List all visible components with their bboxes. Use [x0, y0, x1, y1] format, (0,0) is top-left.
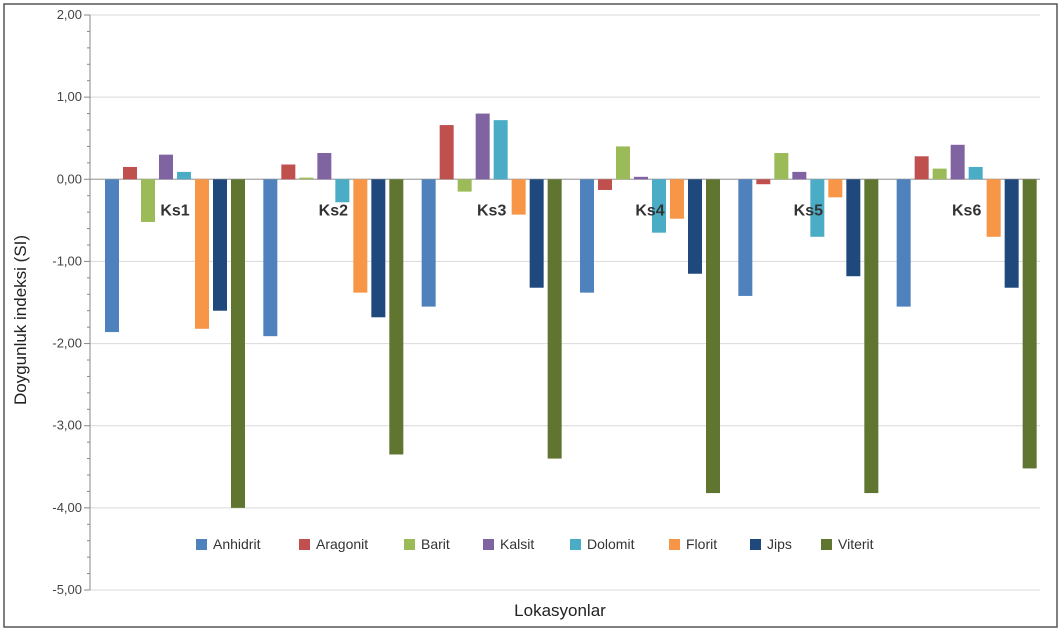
legend-label-kalsit: Kalsit [500, 536, 534, 552]
bar-aragonit-ks2 [281, 164, 296, 180]
legend: Anhidrit Aragonit Barit Kalsit Dolomit Florit… [196, 536, 874, 552]
bar-dolomit-ks5 [810, 179, 825, 237]
gridlines [90, 14, 1040, 591]
bar-viterit-ks5 [864, 179, 879, 494]
bar-anhidrit-ks3 [421, 179, 436, 307]
bars [105, 113, 1037, 508]
bar-anhidrit-ks6 [896, 179, 911, 307]
bar-jips-ks3 [529, 179, 544, 288]
bar-kalsit-ks6 [950, 144, 965, 180]
legend-label-jips: Jips [767, 536, 792, 552]
legend-swatch-viterit [821, 539, 832, 550]
bar-kalsit-ks5 [792, 171, 807, 180]
bar-florit-ks1 [195, 179, 209, 329]
bar-jips-ks4 [688, 179, 702, 274]
bar-dolomit-ks6 [968, 166, 983, 180]
chart-border [3, 3, 1058, 628]
bar-dolomit-ks4 [652, 179, 666, 233]
x-axis-title: Lokasyonlar [514, 601, 606, 620]
y-tick-label: -4,00 [52, 500, 82, 515]
legend-swatch-anhidrit [196, 539, 207, 550]
legend-label-dolomit: Dolomit [587, 536, 635, 552]
bar-florit-ks2 [353, 179, 368, 293]
y-tick-label: -2,00 [52, 336, 82, 351]
category-label: Ks1 [160, 202, 189, 219]
bar-kalsit-ks3 [475, 113, 490, 180]
bar-viterit-ks1 [231, 179, 245, 508]
bar-viterit-ks3 [547, 179, 562, 459]
legend-label-viterit: Viterit [838, 536, 874, 552]
category-label: Ks2 [319, 202, 348, 219]
bar-jips-ks5 [846, 179, 861, 277]
bar-dolomit-ks1 [177, 171, 191, 180]
bar-aragonit-ks3 [439, 125, 454, 180]
bar-florit-ks6 [986, 179, 1001, 237]
y-axis-title: Doygunluk indeksi (SI) [11, 235, 30, 405]
bar-florit-ks3 [511, 179, 526, 215]
bar-viterit-ks6 [1022, 179, 1037, 469]
bar-florit-ks5 [828, 179, 843, 198]
bar-barit-ks2 [299, 177, 314, 180]
y-axis: 2,00 1,00 0,00 -1,00 -2,00 -3,00 -4,00 -5,00 [52, 7, 91, 597]
category-label: Ks3 [477, 202, 506, 219]
bar-jips-ks2 [371, 179, 386, 318]
bar-jips-ks1 [213, 179, 227, 311]
legend-swatch-florit [669, 539, 680, 550]
bar-dolomit-ks2 [335, 179, 350, 203]
legend-swatch-barit [404, 539, 415, 550]
legend-swatch-kalsit [483, 539, 494, 550]
y-tick-label: -5,00 [52, 582, 82, 597]
bar-barit-ks5 [774, 153, 789, 180]
legend-label-barit: Barit [421, 536, 450, 552]
bar-florit-ks4 [670, 179, 684, 219]
bar-anhidrit-ks5 [738, 179, 753, 296]
bar-barit-ks4 [616, 146, 630, 180]
y-tick-label: -1,00 [52, 253, 82, 268]
bar-viterit-ks4 [706, 179, 720, 494]
bar-barit-ks1 [141, 179, 155, 222]
bar-anhidrit-ks4 [580, 179, 594, 293]
category-labels: Ks1 Ks2 Ks3 Ks4 Ks5 Ks6 [160, 202, 981, 219]
legend-label-anhidrit: Anhidrit [213, 536, 261, 552]
bar-kalsit-ks1 [159, 154, 173, 180]
y-tick-label: 0,00 [57, 171, 82, 186]
bar-barit-ks6 [932, 168, 947, 180]
legend-swatch-jips [750, 539, 761, 550]
category-label: Ks5 [794, 202, 823, 219]
bar-aragonit-ks5 [756, 179, 771, 185]
bar-jips-ks6 [1004, 179, 1019, 288]
bar-barit-ks3 [457, 179, 472, 192]
bar-aragonit-ks6 [914, 156, 929, 180]
bar-kalsit-ks2 [317, 153, 332, 180]
category-label: Ks6 [952, 202, 981, 219]
legend-label-aragonit: Aragonit [316, 536, 368, 552]
bar-kalsit-ks4 [634, 176, 648, 180]
bar-anhidrit-ks2 [263, 179, 278, 337]
legend-swatch-dolomit [570, 539, 581, 550]
bar-aragonit-ks1 [123, 166, 137, 180]
legend-swatch-aragonit [299, 539, 310, 550]
y-tick-label: -3,00 [52, 418, 82, 433]
legend-label-florit: Florit [686, 536, 717, 552]
category-label: Ks4 [635, 202, 664, 219]
y-tick-label: 1,00 [57, 89, 82, 104]
bar-dolomit-ks3 [493, 120, 508, 180]
y-tick-label: 2,00 [57, 7, 82, 22]
bar-viterit-ks2 [389, 179, 404, 455]
bar-anhidrit-ks1 [105, 179, 119, 333]
bar-aragonit-ks4 [598, 179, 612, 190]
